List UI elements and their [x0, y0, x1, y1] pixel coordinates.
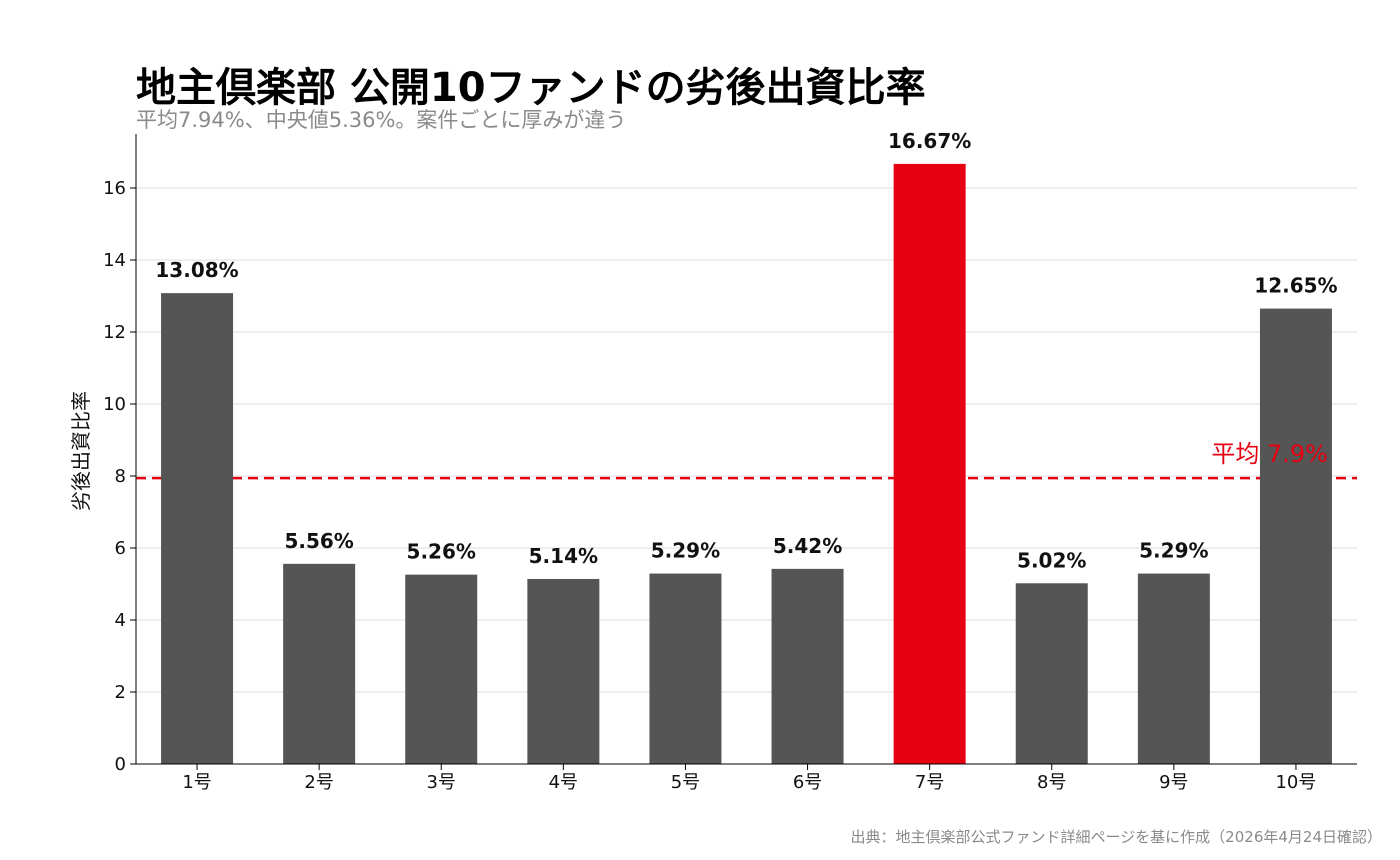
y-tick-label: 8	[115, 466, 126, 487]
bar	[405, 574, 478, 764]
y-tick-label: 6	[115, 538, 126, 559]
bars	[161, 163, 1332, 764]
y-tick-label: 12	[103, 322, 126, 343]
source-note: 出典：地主倶楽部公式ファンド詳細ページを基に作成（2026年4月24日確認）	[850, 828, 1382, 846]
data-label: 16.67%	[888, 129, 971, 153]
x-tick-label: 10号	[1275, 772, 1316, 793]
x-tick-label: 5号	[671, 772, 700, 793]
data-label: 12.65%	[1254, 274, 1337, 298]
y-tick-label: 0	[115, 754, 126, 775]
bar	[283, 563, 356, 764]
data-label: 5.42%	[773, 534, 842, 558]
data-label: 5.29%	[1139, 539, 1208, 563]
y-tick-label: 16	[103, 178, 126, 199]
x-tick-label: 2号	[304, 772, 333, 793]
axes	[130, 134, 1357, 770]
y-tick-label: 2	[115, 682, 126, 703]
chart-title: 地主倶楽部 公開10ファンドの劣後出資比率	[136, 65, 926, 111]
x-tick-label: 1号	[182, 772, 211, 793]
data-label: 5.02%	[1017, 548, 1086, 572]
bar	[649, 573, 722, 764]
x-tick-label: 3号	[427, 772, 456, 793]
data-label: 5.29%	[651, 539, 720, 563]
x-tick-label: 6号	[793, 772, 822, 793]
data-label: 5.56%	[284, 529, 353, 553]
y-axis-label: 劣後出資比率	[69, 391, 93, 511]
bar	[771, 568, 844, 764]
x-tick-label: 9号	[1159, 772, 1188, 793]
bar	[893, 163, 966, 764]
data-label: 5.14%	[529, 544, 598, 568]
bar	[161, 293, 234, 764]
chart-subtitle: 平均7.94%、中央値5.36%。案件ごとに厚みが違う	[136, 108, 626, 132]
x-tick-label: 4号	[549, 772, 578, 793]
x-tick-label: 7号	[915, 772, 944, 793]
x-tick-label: 8号	[1037, 772, 1066, 793]
bar	[527, 578, 600, 764]
data-label: 13.08%	[155, 258, 238, 282]
y-tick-label: 14	[103, 250, 126, 271]
y-tick-label: 10	[103, 394, 126, 415]
bar	[1259, 308, 1332, 764]
data-label: 5.26%	[407, 540, 476, 564]
bar	[1015, 583, 1088, 764]
labels: 0 2 4 6 8 10 12 14 16 13.08% 1号 5.56% 2号 5.26% 3号 5.14%…	[103, 129, 1338, 793]
bar	[1137, 573, 1210, 764]
average-line-label: 平均 7.9%	[1211, 440, 1328, 468]
y-tick-label: 4	[115, 610, 126, 631]
